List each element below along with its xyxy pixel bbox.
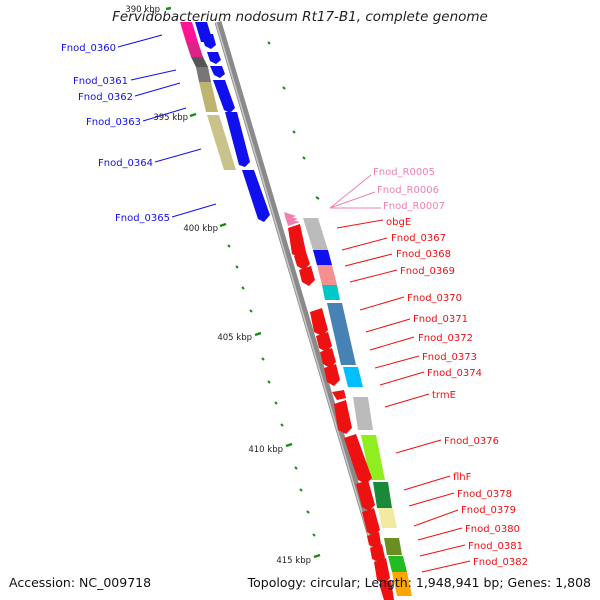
gene-label: Fnod_0381: [468, 541, 523, 552]
tick-label: 415 kbp: [276, 556, 311, 566]
gene-label: Fnod_0363: [86, 117, 141, 128]
gene-label: Fnod_0362: [78, 92, 133, 103]
minor-ticks: [227, 41, 320, 537]
gene-label: Fnod_0382: [473, 557, 528, 568]
gene-label: Fnod_0365: [115, 213, 170, 224]
gene-label: Fnod_0368: [396, 249, 451, 260]
gene-label: Fnod_0369: [400, 266, 455, 277]
gene-label: Fnod_0379: [461, 505, 516, 516]
tick-label: 390 kbp: [125, 5, 160, 15]
gene-label: Fnod_0364: [98, 158, 153, 169]
gene-label: flhF: [453, 472, 472, 483]
gene-label: Fnod_0370: [407, 293, 462, 304]
reverse-cog-bars: [303, 218, 412, 596]
tick-label: 410 kbp: [248, 445, 283, 455]
forward-cog-bars: [180, 22, 236, 170]
gene-label: Fnod_0380: [465, 524, 520, 535]
reverse-gene-arrows: [288, 224, 394, 600]
gene-label: Fnod_0374: [427, 368, 482, 379]
genome-summary: Topology: circular; Length: 1,948,941 bp…: [247, 575, 591, 590]
gene-label: obgE: [386, 217, 411, 228]
gene-label: Fnod_R0007: [383, 201, 445, 212]
gene-label: Fnod_0373: [422, 352, 477, 363]
forward-gene-labels: [117, 34, 217, 218]
scale-tick-labels: 390 kbp 395 kbp 400 kbp 405 kbp 410 kbp …: [125, 5, 311, 566]
gene-label: Fnod_0371: [413, 314, 468, 325]
tick-label: 395 kbp: [153, 113, 188, 123]
rna-gene-label-lines: [329, 174, 381, 209]
scale-ticks: [165, 6, 321, 559]
gene-label: Fnod_0372: [418, 333, 473, 344]
gene-label: trmE: [432, 390, 456, 401]
forward-gene-arrows: [195, 22, 270, 222]
rna-genes: [284, 212, 300, 226]
map-title: Fervidobacterium nodosum Rt17-B1, comple…: [112, 9, 488, 25]
tick-label: 405 kbp: [217, 333, 252, 343]
gene-label: Fnod_0378: [457, 489, 512, 500]
gene-label: Fnod_0360: [61, 43, 116, 54]
reverse-gene-label-lines: [336, 219, 471, 573]
gene-label: Fnod_0361: [73, 76, 128, 87]
accession-label: Accession: NC_009718: [9, 575, 152, 590]
gene-label: Fnod_R0006: [377, 185, 439, 196]
gene-label: Fnod_0367: [391, 233, 446, 244]
tick-label: 400 kbp: [183, 224, 218, 234]
gene-label: Fnod_0376: [444, 436, 499, 447]
gene-label: Fnod_R0005: [373, 167, 435, 178]
